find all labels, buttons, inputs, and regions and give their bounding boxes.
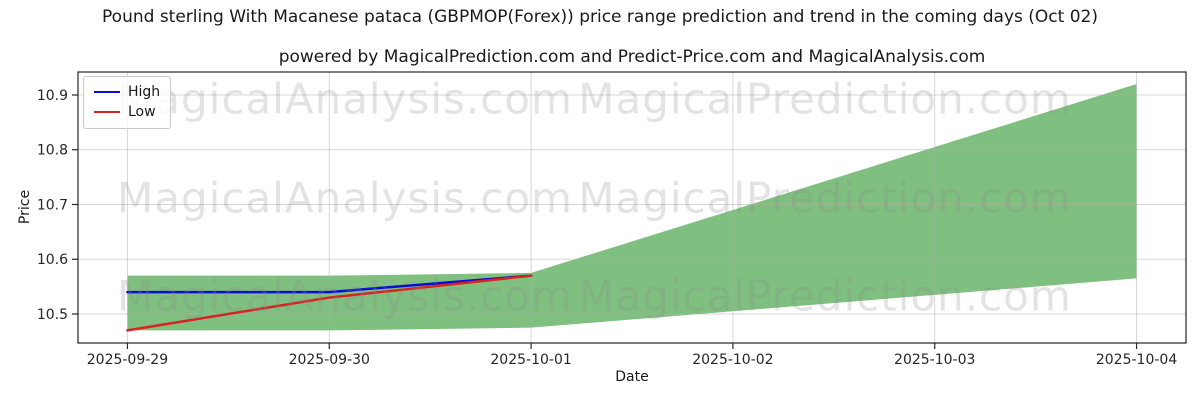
x-axis-label: Date (615, 369, 649, 385)
y-axis-label: Price (17, 189, 33, 225)
legend-label-low: Low (128, 104, 156, 120)
x-tick-label: 2025-09-29 (87, 352, 168, 368)
y-tick-label: 10.7 (37, 197, 68, 213)
prediction-range-band (127, 84, 1137, 331)
plot-frame (77, 71, 1187, 344)
legend: High Low (83, 76, 171, 129)
x-tick-label: 2025-09-30 (289, 352, 370, 368)
x-tick-label: 2025-10-04 (1096, 352, 1177, 368)
legend-item-low: Low (94, 102, 162, 122)
y-tick-label: 10.8 (37, 143, 68, 159)
x-tick-label: 2025-10-01 (490, 352, 571, 368)
high-line-icon (94, 91, 120, 93)
legend-item-high: High (94, 82, 162, 102)
x-tick-label: 2025-10-03 (894, 352, 975, 368)
low-line (126, 274, 533, 332)
y-tick-label: 10.9 (37, 88, 68, 104)
y-tick-label: 10.5 (37, 307, 68, 323)
high-line (126, 274, 533, 294)
chart-subtitle: powered by MagicalPrediction.com and Pre… (278, 47, 986, 67)
chart-title: Pound sterling With Macanese pataca (GBP… (102, 7, 1098, 27)
x-tick-label: 2025-10-02 (692, 352, 773, 368)
y-tick-label: 10.6 (37, 252, 68, 268)
low-line-icon (94, 111, 120, 113)
legend-label-high: High (128, 84, 161, 100)
